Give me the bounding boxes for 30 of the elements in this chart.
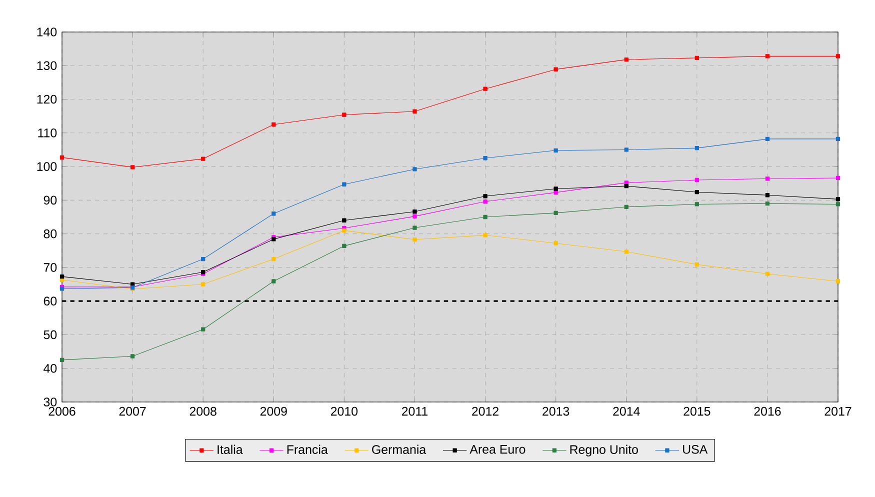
y-tick-label: 120 <box>37 94 57 104</box>
legend-label: USA <box>683 444 708 454</box>
legend-label: Francia <box>287 444 328 454</box>
x-tick-label: 2013 <box>542 406 570 416</box>
x-tick-label: 2008 <box>190 406 216 416</box>
x-tick-label: 2017 <box>824 406 852 416</box>
legend-label: Germania <box>372 444 426 454</box>
y-tick-label: 140 <box>37 28 57 36</box>
legend-label: Regno Unito <box>570 444 638 456</box>
x-tick-label: 2011 <box>402 406 428 416</box>
y-tick-label: 110 <box>38 128 57 138</box>
y-tick-label: 70 <box>44 263 57 272</box>
x-tick-label: 2006 <box>48 406 76 416</box>
y-tick-label: 100 <box>37 162 57 171</box>
legend-label: Italia <box>218 444 243 454</box>
y-tick-label: 80 <box>44 229 57 238</box>
x-tick-label: 2016 <box>754 406 781 416</box>
x-tick-label: 2007 <box>119 406 146 416</box>
x-tick-label: 2014 <box>613 406 640 416</box>
y-tick-label: 90 <box>44 196 57 205</box>
y-tick-label: 30 <box>44 398 57 406</box>
y-tick-label: 40 <box>44 364 57 373</box>
x-tick-label: 2015 <box>684 406 710 416</box>
legend-label: Area Euro <box>470 445 526 454</box>
x-tick-label: 2009 <box>260 406 287 416</box>
x-tick-label: 2012 <box>472 406 498 416</box>
y-tick-label: 50 <box>44 330 57 340</box>
y-tick-label: 60 <box>44 296 57 306</box>
y-tick-label: 130 <box>37 61 57 70</box>
x-tick-label: 2010 <box>330 406 358 416</box>
